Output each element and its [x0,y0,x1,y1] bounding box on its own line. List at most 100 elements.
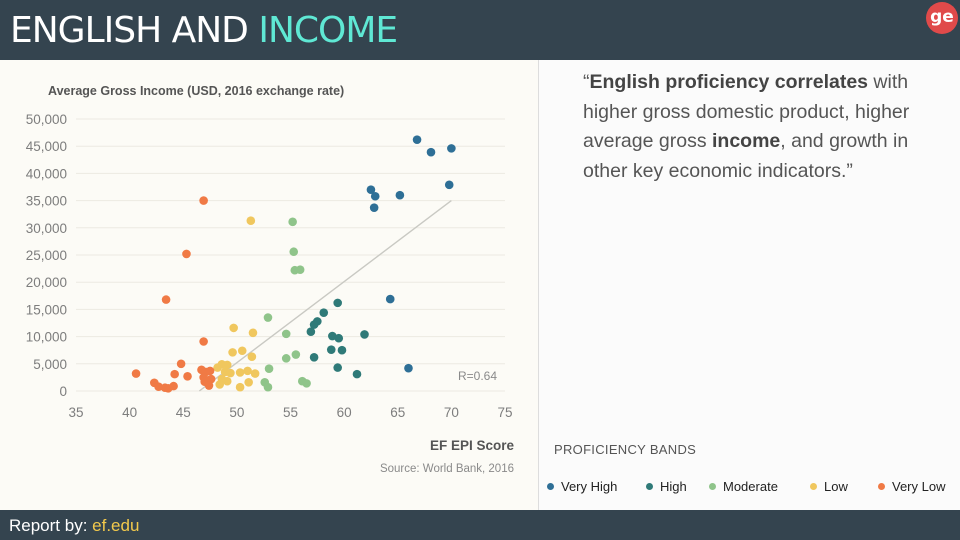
data-point-very-low [154,382,163,391]
footer-bar: Report by: ef.edu [0,510,960,540]
data-point-very-low [169,381,178,391]
data-point-very-high [426,147,436,157]
quote-panel: “English proficiency correlates with hig… [538,60,960,510]
x-tick-label: 40 [122,405,137,420]
y-tick-label: 10,000 [26,330,67,345]
data-point-low [235,368,245,377]
legend-label-very-low: Very Low [892,479,946,494]
data-point-moderate [263,313,273,322]
data-point-low [250,369,260,378]
data-point-low [246,216,256,226]
quote-text-1: with higher gross domestic product, high… [583,71,910,152]
data-point-moderate [281,354,291,363]
data-point-very-low [206,374,216,384]
data-point-very-low [205,366,215,376]
page-title: ENGLISH AND INCOME [10,9,398,53]
data-point-high [306,327,316,337]
y-tick-label: 25,000 [26,248,67,263]
data-point-high [309,352,319,362]
data-point-moderate [281,329,291,339]
legend-dot-moderate [709,483,716,490]
y-tick-label: 45,000 [26,139,67,154]
footer-text: Report by: ef.edu [9,516,139,536]
x-tick-label: 45 [176,405,191,420]
chart-panel: 0 5,000 10,000 15,000 20,000 25,000 30,000 35,0… [0,60,538,510]
legend-label-low: Low [824,479,848,494]
legend-label-very-high: Very High [561,479,618,494]
data-point-very-high [444,180,454,190]
legend-label-moderate: Moderate [723,479,778,494]
data-point-moderate [264,364,274,373]
chart-source: Source: World Bank, 2016 [380,463,514,475]
data-point-moderate [263,382,273,392]
data-point-high [334,333,344,343]
x-tick-label: 65 [390,405,405,420]
y-tick-label: 40,000 [26,166,67,181]
data-point-very-high [370,191,380,201]
legend-item-very-high: Very High [547,479,617,494]
y-tick-label: 20,000 [26,275,67,290]
legend-dot-very-high [547,483,554,490]
data-point-very-high [369,203,379,212]
data-point-low [215,380,225,389]
legend-title: PROFICIENCY BANDS [554,442,697,457]
legend-item-low: Low [810,479,848,494]
data-point-very-high [366,185,376,195]
data-point-very-high [447,144,456,153]
data-point-low [222,360,232,370]
data-point-very-high [412,135,422,144]
quote-text-2: , and growth in other key economic indic… [583,130,909,182]
data-point-very-low [183,372,192,381]
y-tick-label: 15,000 [26,302,67,317]
x-tick-label: 75 [497,405,512,420]
x-tick-label: 60 [337,405,352,420]
data-point-high [333,298,342,308]
legend-dot-very-low [878,483,885,490]
scatter-chart: 0 5,000 10,000 15,000 20,000 25,000 30,000 35,0… [26,84,515,475]
x-tick-label: 35 [68,405,83,420]
data-point-very-low [131,369,141,378]
y-tick-label: 0 [59,384,67,399]
x-tick-label: 50 [229,405,244,420]
r-value-annotation: R=0.64 [458,369,497,383]
data-point-very-high [385,294,395,304]
ge-logo-icon: ge [926,2,958,34]
quote-open-mark: “ [583,71,590,93]
data-point-very-low [199,196,208,205]
quote-bold-1: English proficiency correlates [589,71,869,93]
trendline [198,200,452,392]
y-tick-label: 30,000 [26,221,67,236]
y-tick-label: 35,000 [26,194,67,209]
data-point-moderate [289,247,299,257]
data-point-low [228,348,237,357]
legend-item-high: High [646,479,687,494]
data-point-low [229,323,238,333]
data-point-very-high [404,363,413,373]
data-point-low [237,346,247,356]
data-point-high [309,320,319,329]
data-point-high [319,308,329,317]
chart-title: Average Gross Income (USD, 2016 exchange… [48,84,344,98]
legend-item-very-low: Very Low [878,479,945,494]
data-point-low [226,368,235,378]
legend-dot-low [810,483,817,490]
y-tick-label: 5,000 [33,357,67,372]
footer-link[interactable]: ef.edu [92,516,140,535]
data-point-moderate [302,379,311,388]
data-point-low [243,366,252,376]
data-point-low [248,328,258,338]
data-point-moderate [288,217,297,227]
data-point-very-high [395,190,405,200]
data-point-high [333,363,342,372]
data-point-low [235,382,245,392]
legend-label-high: High [660,479,687,494]
quote-bold-2: income [712,130,781,152]
data-point-high [326,345,336,354]
x-axis-label: EF EPI Score [430,438,515,453]
quote-text: “English proficiency correlates with hig… [583,68,955,186]
data-point-low [213,363,222,372]
data-point-moderate [291,350,301,359]
data-point-very-low [204,381,214,390]
data-point-low [244,377,253,387]
header-bar: ENGLISH AND INCOME ge [0,0,960,60]
